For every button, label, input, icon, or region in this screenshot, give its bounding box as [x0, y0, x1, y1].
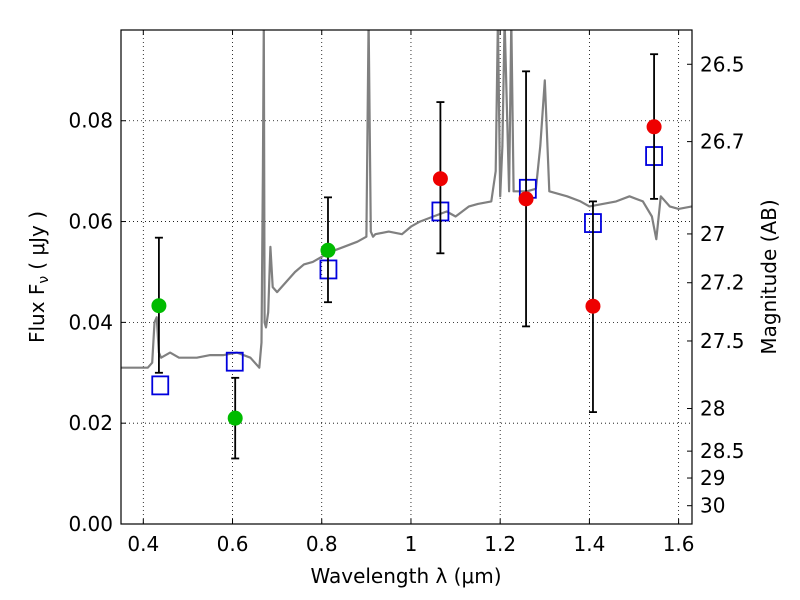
- model-photometry-square: [151, 375, 170, 396]
- y-tick-label: 0.00: [68, 512, 113, 536]
- y-tick-label: 0.08: [68, 109, 113, 133]
- x-tick-label: 1.2: [484, 532, 516, 556]
- x-tick-label: 1.6: [663, 532, 695, 556]
- magnitude-tick-label: 28: [700, 397, 725, 421]
- y-axis-label-sub: ν: [36, 276, 52, 284]
- observed-point: [585, 298, 601, 314]
- x-axis-label: Wavelength λ (μm): [310, 564, 501, 588]
- y-axis-label: Flux Fν ( μJy ): [25, 211, 52, 343]
- magnitude-axis-label: Magnitude (AB): [757, 199, 781, 354]
- magnitude-tick-label: 27: [700, 222, 725, 246]
- y-tick-label: 0.04: [68, 310, 113, 334]
- data-points: [151, 53, 663, 460]
- x-tick-label: 0.4: [127, 532, 159, 556]
- magnitude-tick-label: 28.5: [700, 439, 745, 463]
- grid: [121, 30, 692, 524]
- magnitude-tick-label: 26.5: [700, 52, 745, 76]
- observed-point: [518, 191, 534, 207]
- magnitude-tick-label: 27.5: [700, 329, 745, 353]
- model-spectrum-line: [121, 30, 692, 369]
- model-spectrum: [121, 30, 692, 369]
- magnitude-tick-label: 27.2: [700, 271, 745, 295]
- observed-point: [646, 119, 662, 135]
- y-axis-label-main: Flux F: [25, 284, 49, 343]
- observed-point: [227, 410, 243, 426]
- magnitude-tick-label: 26.7: [700, 130, 745, 154]
- y-tick-label: 0.06: [68, 210, 113, 234]
- observed-point: [432, 171, 448, 187]
- magnitude-tick-label: 29: [700, 466, 725, 490]
- x-tick-label: 0.6: [217, 532, 249, 556]
- y-tick-label: 0.02: [68, 411, 113, 435]
- axis-ticks: 0.4 0.6 0.8 1 1.2 1.4 1.6 0.00 0.02 0.04 0.06 0.08 2…: [68, 30, 745, 556]
- observed-point: [151, 298, 167, 314]
- magnitude-tick-label: 30: [700, 494, 725, 518]
- observed-point: [320, 242, 336, 258]
- x-tick-label: 1.4: [573, 532, 605, 556]
- model-photometry-square: [225, 351, 244, 372]
- plot-frame: [120, 29, 693, 525]
- x-tick-label: 1: [405, 532, 418, 556]
- y-axis-label-unit: ( μJy ): [25, 211, 49, 270]
- x-tick-label: 0.8: [306, 532, 338, 556]
